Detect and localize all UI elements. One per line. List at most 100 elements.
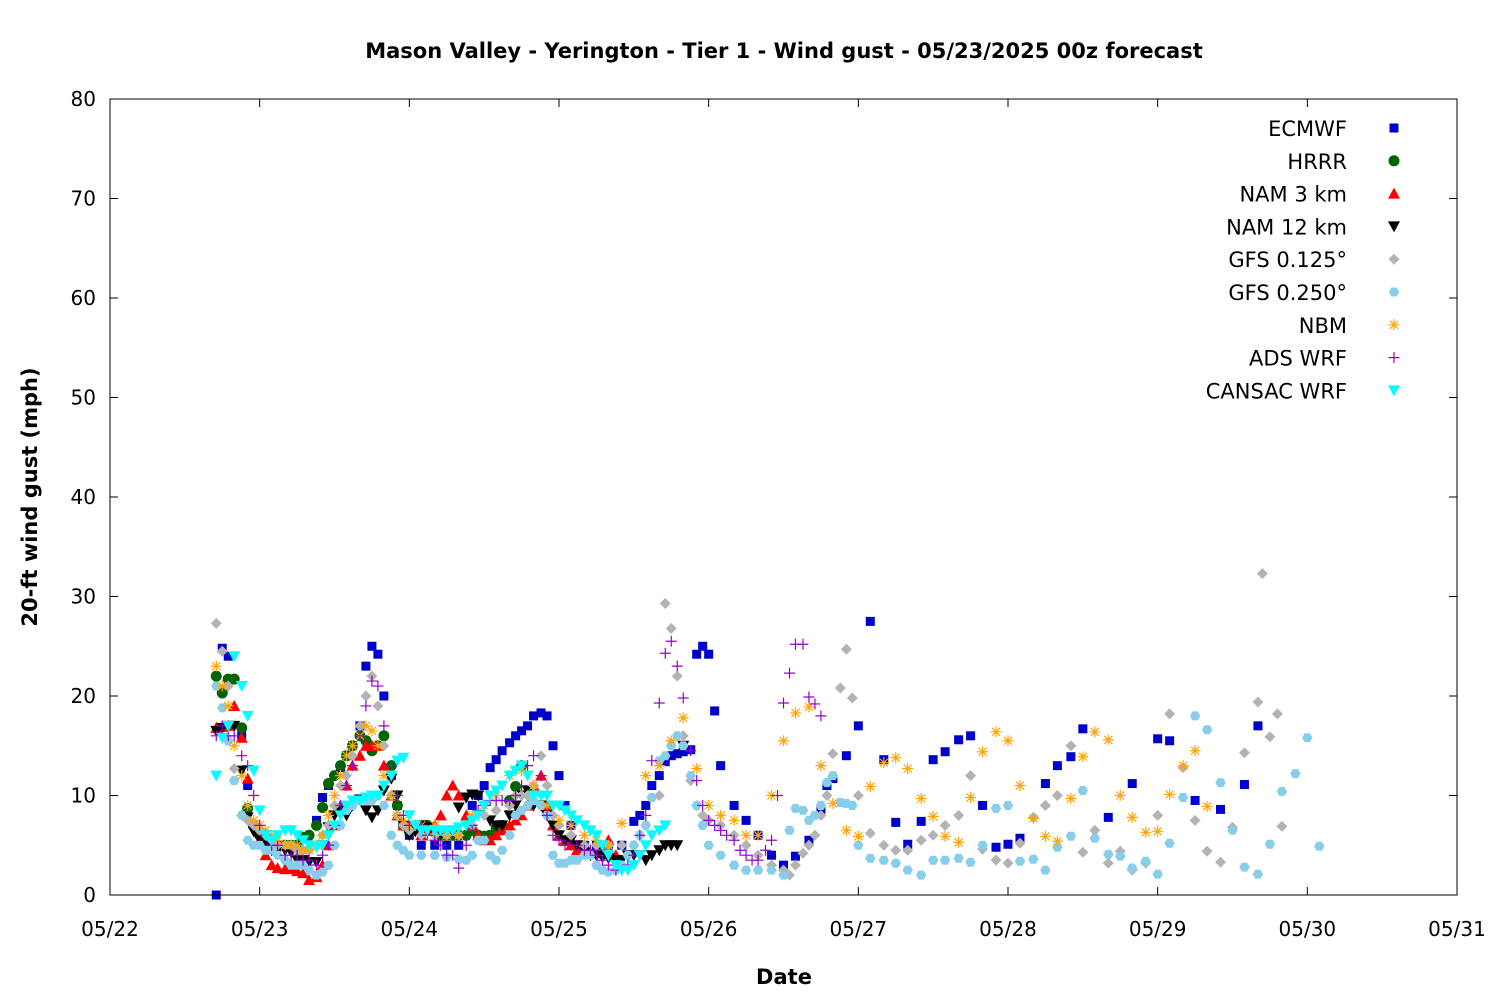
data-point (291, 839, 303, 851)
data-point (247, 765, 260, 777)
data-point (1239, 780, 1249, 790)
data-point (228, 730, 240, 742)
data-point (318, 792, 328, 802)
data-point (1103, 812, 1113, 822)
data-point (890, 844, 902, 856)
data-point (891, 817, 901, 827)
data-point (317, 867, 328, 877)
data-point (271, 830, 284, 842)
data-point (360, 690, 372, 702)
data-point (878, 855, 889, 865)
data-point (864, 827, 876, 839)
data-point (660, 751, 671, 761)
data-point (504, 794, 516, 806)
data-point (366, 725, 378, 737)
x-axis-label: Date (756, 965, 812, 989)
data-point (584, 825, 597, 837)
data-point (703, 840, 714, 850)
data-point (915, 834, 927, 846)
data-point (223, 651, 233, 661)
data-point (928, 755, 938, 765)
data-point (243, 781, 253, 791)
data-point (1189, 711, 1201, 721)
data-point (965, 857, 976, 867)
data-point (367, 641, 377, 651)
data-point (1140, 856, 1151, 866)
data-point (752, 829, 764, 841)
data-point (505, 738, 515, 748)
data-point (328, 820, 341, 832)
data-point (210, 670, 222, 682)
data-point (378, 720, 390, 732)
data-point (516, 790, 528, 801)
data-point (222, 700, 234, 712)
data-point (1102, 857, 1114, 869)
data-point (671, 840, 684, 852)
data-point (778, 735, 789, 747)
data-point (878, 757, 890, 769)
data-point (665, 635, 677, 647)
data-point (704, 649, 714, 659)
data-point (236, 810, 247, 820)
x-tick-label: 05/30 (1279, 917, 1337, 941)
legend-marker (1388, 352, 1400, 364)
data-point (553, 800, 565, 812)
data-point (259, 830, 272, 842)
data-point (716, 761, 726, 771)
data-point (1164, 708, 1176, 720)
data-point (703, 799, 715, 811)
data-point (616, 817, 628, 829)
data-point (472, 810, 485, 822)
data-point (1302, 733, 1313, 743)
data-point (210, 770, 223, 782)
data-point (554, 771, 564, 781)
data-point (1264, 731, 1276, 743)
data-point (685, 771, 696, 781)
data-point (677, 712, 689, 724)
axis-ticks: 0 10 20 30 40 50 60 70 80 05/22 05/23 05/24 05/25 05/… (71, 87, 1486, 941)
data-point (323, 778, 335, 790)
data-point (752, 865, 764, 875)
data-point (809, 829, 821, 841)
data-point (1253, 721, 1263, 731)
data-point (840, 643, 852, 655)
data-point (660, 757, 670, 767)
data-point (553, 814, 565, 826)
data-point (890, 752, 902, 764)
data-point (460, 792, 473, 804)
data-point (939, 819, 951, 831)
data-point (1201, 845, 1213, 857)
data-point (698, 641, 708, 651)
data-point (797, 638, 809, 650)
data-point (216, 732, 229, 744)
data-point (590, 849, 602, 861)
data-point (827, 797, 839, 809)
data-point (766, 834, 778, 846)
x-tick-label: 05/22 (81, 917, 139, 941)
data-point (821, 778, 833, 788)
y-tick-label: 10 (71, 784, 96, 808)
data-point (241, 772, 254, 784)
data-point (453, 862, 465, 874)
data-point (329, 790, 340, 801)
data-point (1276, 787, 1288, 796)
data-point (316, 840, 329, 852)
data-point (216, 645, 228, 657)
plot-frame (109, 98, 1458, 896)
data-point (834, 682, 846, 694)
data-point (740, 829, 752, 841)
data-point (740, 865, 752, 875)
data-point (741, 815, 751, 825)
data-point (466, 815, 479, 827)
data-point (715, 809, 727, 821)
series-cansac-wrf (210, 651, 672, 877)
data-point (1089, 726, 1101, 738)
data-point (659, 820, 672, 832)
data-point (403, 810, 416, 822)
data-point (378, 800, 390, 810)
data-point (1152, 869, 1163, 879)
data-point (965, 770, 977, 782)
data-point (916, 816, 926, 826)
data-point (346, 740, 358, 752)
data-point (653, 825, 666, 837)
